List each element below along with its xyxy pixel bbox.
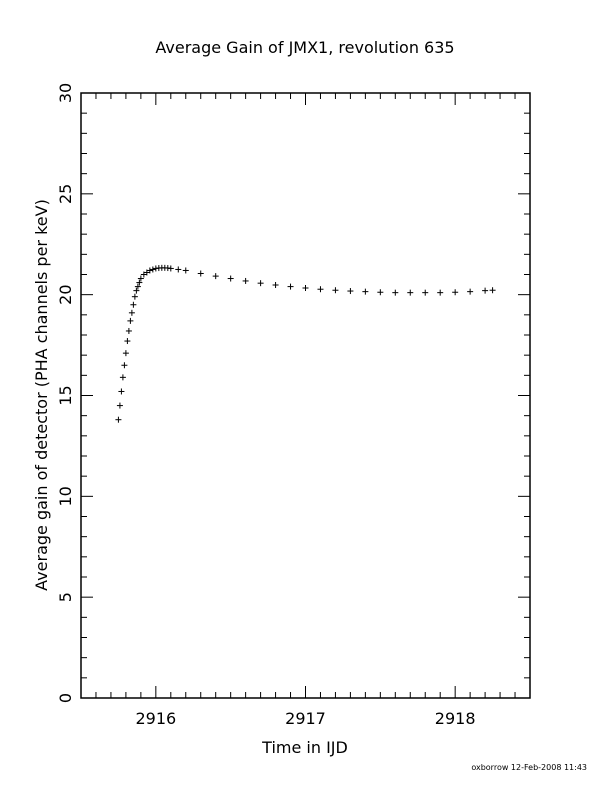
y-axis-ticks bbox=[81, 92, 530, 699]
plot-frame bbox=[80, 92, 531, 699]
data-point bbox=[127, 317, 134, 324]
y-tick-label: 20 bbox=[56, 284, 75, 304]
y-tick-label: 15 bbox=[56, 385, 75, 405]
data-point bbox=[115, 416, 122, 423]
y-tick-label: 10 bbox=[56, 486, 75, 506]
data-point bbox=[317, 286, 324, 293]
data-point bbox=[302, 285, 309, 292]
data-point bbox=[124, 338, 131, 345]
data-point bbox=[128, 309, 135, 316]
data-point bbox=[131, 293, 138, 300]
data-point bbox=[467, 288, 474, 295]
data-point bbox=[119, 374, 126, 381]
data-point bbox=[122, 350, 129, 357]
data-point bbox=[130, 301, 137, 308]
data-point bbox=[227, 275, 234, 282]
footer-stamp: oxborrow 12-Feb-2008 11:43 bbox=[471, 763, 587, 772]
y-axis-label: Average gain of detector (PHA channels p… bbox=[32, 199, 51, 591]
data-point bbox=[362, 288, 369, 295]
data-point bbox=[137, 275, 144, 282]
data-point bbox=[167, 265, 174, 272]
data-point bbox=[146, 267, 153, 274]
x-axis-tick-labels: 2916 2917 2918 bbox=[135, 709, 475, 728]
y-axis-tick-labels: 0 5 10 15 20 25 30 bbox=[56, 83, 75, 703]
data-point bbox=[377, 289, 384, 296]
data-point bbox=[489, 287, 496, 294]
data-point bbox=[149, 266, 156, 273]
y-tick-label: 25 bbox=[56, 184, 75, 204]
data-point bbox=[182, 267, 189, 274]
x-tick-label: 2916 bbox=[135, 709, 176, 728]
data-points bbox=[115, 264, 496, 423]
data-point bbox=[407, 289, 414, 296]
data-point bbox=[242, 277, 249, 284]
x-tick-label: 2917 bbox=[285, 709, 326, 728]
x-tick-label: 2918 bbox=[435, 709, 476, 728]
y-tick-label: 5 bbox=[56, 592, 75, 602]
data-point bbox=[287, 283, 294, 290]
data-point bbox=[133, 287, 140, 294]
data-point bbox=[136, 279, 143, 286]
data-point bbox=[118, 388, 125, 395]
data-point bbox=[392, 289, 399, 296]
data-point bbox=[482, 287, 489, 294]
data-point bbox=[175, 266, 182, 273]
data-point bbox=[332, 287, 339, 294]
data-point bbox=[197, 270, 204, 277]
data-point bbox=[212, 273, 219, 280]
x-axis-label: Time in IJD bbox=[261, 738, 348, 757]
data-point bbox=[116, 402, 123, 409]
data-point bbox=[272, 281, 279, 288]
data-point bbox=[452, 289, 459, 296]
data-point bbox=[437, 289, 444, 296]
data-point bbox=[422, 289, 429, 296]
x-axis-ticks bbox=[80, 93, 531, 698]
data-point bbox=[125, 327, 132, 334]
data-point bbox=[347, 288, 354, 295]
chart-title: Average Gain of JMX1, revolution 635 bbox=[155, 38, 454, 57]
y-tick-label: 0 bbox=[56, 693, 75, 703]
data-point bbox=[134, 283, 141, 290]
data-point bbox=[121, 362, 128, 369]
data-point bbox=[257, 280, 264, 287]
y-tick-label: 30 bbox=[56, 83, 75, 103]
